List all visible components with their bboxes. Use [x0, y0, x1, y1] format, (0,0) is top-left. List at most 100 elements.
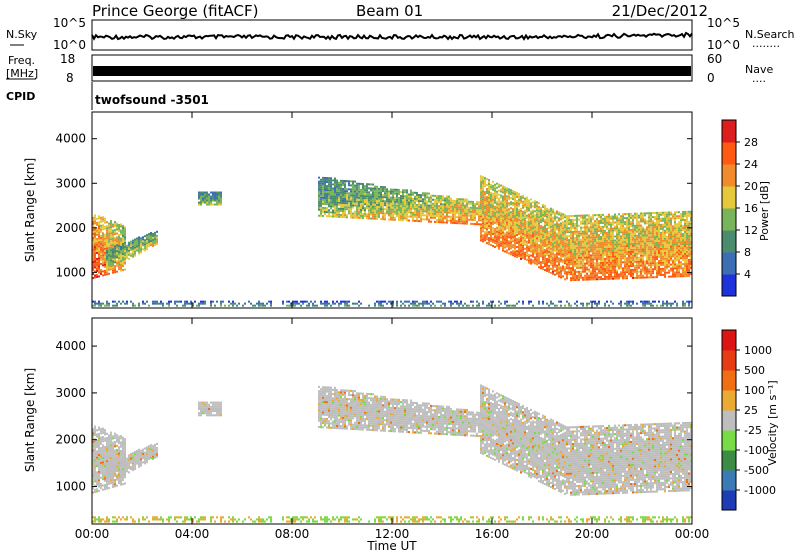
power-cell [492, 214, 494, 217]
power-cell [600, 246, 602, 249]
power-cell [606, 245, 608, 248]
power-cell [474, 219, 476, 222]
power-cell [364, 191, 366, 194]
power-cell [624, 235, 626, 238]
power-cell [524, 201, 526, 204]
power-cell [116, 232, 118, 235]
power-cell [356, 214, 358, 217]
power-cell [636, 276, 638, 279]
power-cell [114, 304, 116, 307]
power-cell [546, 223, 548, 226]
power-cell [114, 265, 116, 268]
power-cell [570, 279, 572, 282]
power-cell [422, 212, 424, 215]
power-cell [426, 202, 428, 205]
power-cell [604, 275, 606, 278]
power-cell [414, 300, 416, 303]
power-cell [330, 201, 332, 204]
power-cell [578, 270, 580, 273]
power-cell [504, 218, 506, 221]
power-cell [432, 214, 434, 217]
power-cell [388, 190, 390, 193]
power-cell [552, 208, 554, 211]
power-cell [428, 206, 430, 209]
power-cell [518, 300, 520, 303]
power-cell [488, 233, 490, 236]
power-cell [376, 300, 378, 303]
power-cell [636, 268, 638, 271]
power-cell [326, 177, 328, 180]
power-cell [452, 207, 454, 210]
power-cell [120, 233, 122, 236]
power-cell [442, 213, 444, 216]
power-cell [584, 244, 586, 247]
power-cell [322, 200, 324, 203]
power-cell [506, 227, 508, 230]
power-cell [624, 267, 626, 270]
power-cell [538, 224, 540, 227]
power-cell [352, 214, 354, 217]
power-cell [446, 211, 448, 214]
power-cell [566, 277, 568, 280]
power-cell [624, 217, 626, 220]
power-cell [580, 222, 582, 225]
power-cell [132, 241, 134, 244]
power-cell [384, 216, 386, 219]
power-cell [618, 257, 620, 260]
power-cell [390, 218, 392, 221]
power-cell [214, 195, 216, 198]
power-cell [620, 223, 622, 226]
power-cell [434, 214, 436, 217]
nsky-tick-bottom: 10^0 [53, 38, 86, 52]
power-cell [122, 234, 124, 237]
power-cell [592, 230, 594, 233]
power-cell [354, 186, 356, 189]
power-cell [490, 197, 492, 200]
power-cell [450, 209, 452, 212]
power-cell [624, 237, 626, 240]
power-cell [616, 247, 618, 250]
power-cell [480, 219, 482, 222]
power-cell [348, 196, 350, 199]
power-cell [348, 182, 350, 185]
power-cell [660, 245, 662, 248]
power-cell [530, 198, 532, 201]
power-cell [576, 242, 578, 245]
power-cell [540, 211, 542, 214]
power-cell [432, 302, 434, 305]
power-cell [534, 230, 536, 233]
power-cell [144, 235, 146, 238]
power-cell [570, 269, 572, 272]
power-cell [498, 213, 500, 216]
power-cell [584, 214, 586, 217]
power-cell [568, 261, 570, 264]
power-cell [574, 260, 576, 263]
power-cell [368, 199, 370, 202]
power-cell [492, 188, 494, 191]
power-cell [418, 304, 420, 307]
power-cell [596, 232, 598, 235]
power-cell [518, 236, 520, 239]
power-cell [496, 218, 498, 221]
power-cell [604, 247, 606, 250]
date-title: 21/Dec/2012 [612, 2, 708, 20]
power-cell [108, 222, 110, 225]
power-cell [448, 205, 450, 208]
power-cell [372, 187, 374, 190]
power-cell [502, 217, 504, 220]
power-cell [428, 204, 430, 207]
power-cell [638, 270, 640, 273]
power-cell [604, 261, 606, 264]
power-cell [432, 208, 434, 211]
power-cell [528, 219, 530, 222]
power-cell [540, 231, 542, 234]
power-cell [350, 204, 352, 207]
power-cell [540, 261, 542, 264]
power-cell [504, 238, 506, 241]
power-cell [132, 304, 134, 307]
power-cell [522, 230, 524, 233]
power-cell [538, 234, 540, 237]
power-cell [484, 197, 486, 200]
power-cell [482, 182, 484, 185]
power-cell [518, 222, 520, 225]
